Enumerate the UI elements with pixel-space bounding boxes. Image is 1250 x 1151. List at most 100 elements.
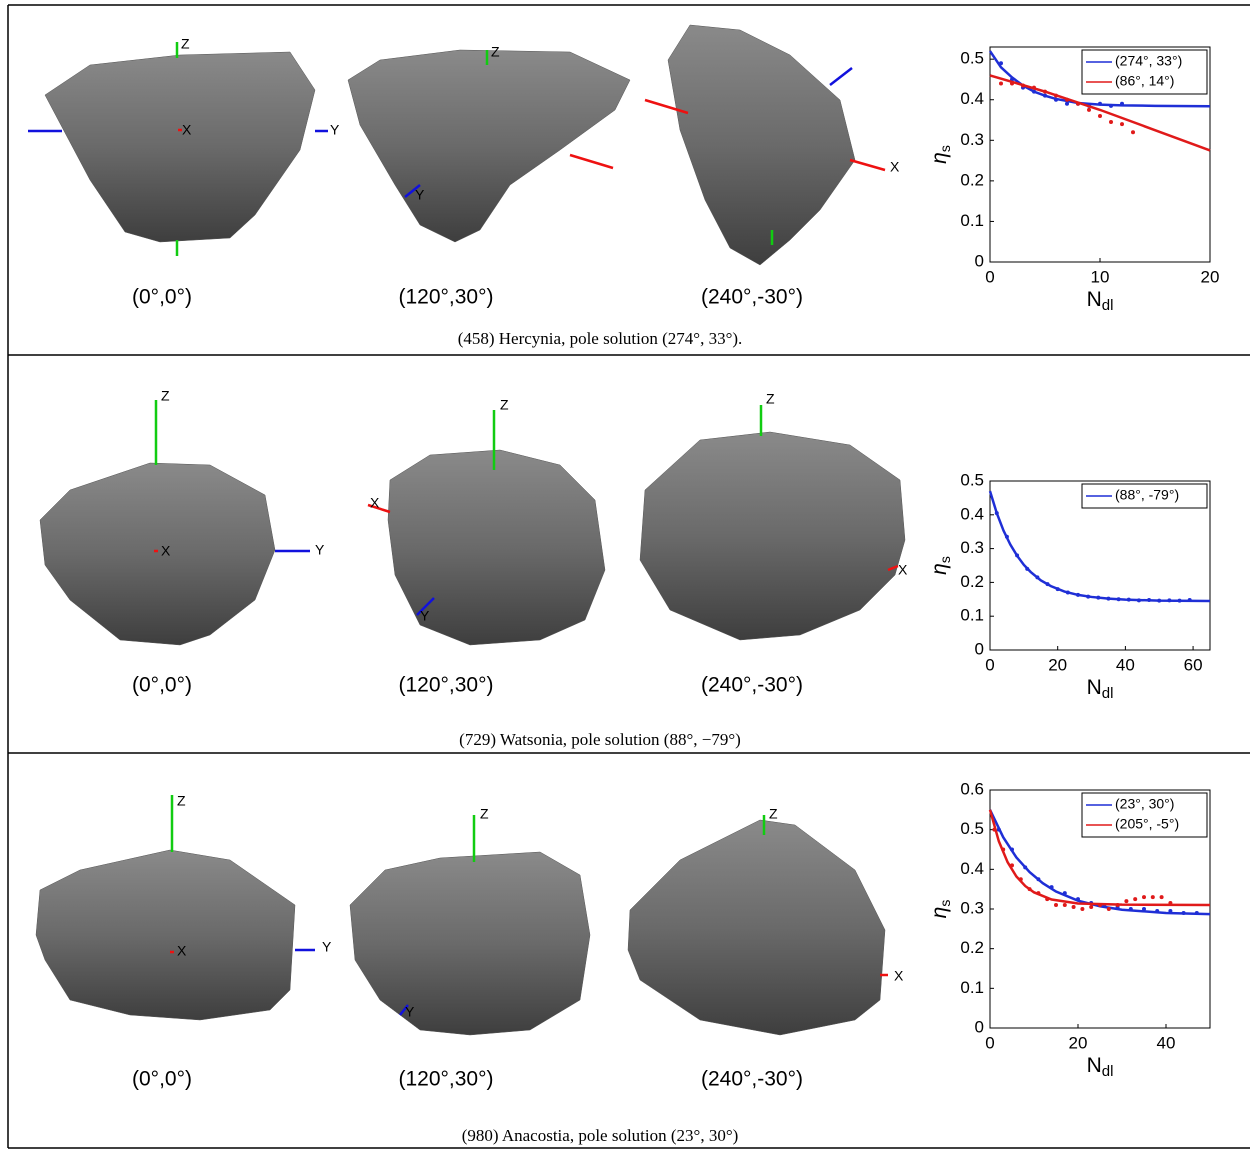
axis-letter: Z bbox=[766, 391, 775, 407]
axis-letter: Z bbox=[769, 806, 778, 822]
y-axis-label-main: η bbox=[928, 152, 951, 164]
y-tick-label: 0.2 bbox=[960, 572, 984, 591]
axis-letter: X bbox=[161, 543, 171, 559]
legend-box bbox=[1081, 792, 1208, 838]
x-axis-label-sub: dl bbox=[1102, 1063, 1114, 1080]
view-label: (120°,30°) bbox=[398, 1068, 493, 1091]
y-tick-label: 0.2 bbox=[960, 938, 984, 957]
body-axis bbox=[849, 158, 886, 172]
data-point bbox=[1065, 101, 1069, 106]
view-label: (120°,30°) bbox=[398, 674, 493, 697]
axis-letter: X bbox=[370, 495, 380, 511]
x-axis-label-sub: dl bbox=[1102, 685, 1114, 702]
plot-clip bbox=[988, 490, 1211, 603]
body-axis bbox=[399, 1004, 409, 1016]
axis-letter: Z bbox=[181, 36, 190, 52]
frame bbox=[7, 4, 1250, 1149]
y-tick-label: 0 bbox=[975, 1017, 984, 1036]
axis-letter: Z bbox=[177, 793, 186, 809]
axis-letter: Z bbox=[161, 388, 170, 404]
axis-letter: Y bbox=[322, 939, 332, 955]
body-axis bbox=[644, 98, 689, 115]
x-tick-label: 0 bbox=[985, 267, 994, 286]
y-tick-label: 0.1 bbox=[960, 978, 984, 997]
axis-letter: Z bbox=[491, 44, 500, 60]
y-tick-label: 0.5 bbox=[960, 49, 984, 68]
x-axis-label-sub: dl bbox=[1102, 297, 1114, 314]
asteroid-shape bbox=[387, 449, 606, 646]
body-axis bbox=[887, 564, 899, 572]
body-axis bbox=[569, 153, 614, 170]
x-tick-label: 20 bbox=[1069, 1033, 1088, 1052]
data-point bbox=[1089, 905, 1094, 910]
y-tick-label: 0.4 bbox=[960, 89, 984, 108]
axis-letter: Y bbox=[405, 1004, 415, 1020]
y-tick-label: 0.1 bbox=[960, 606, 984, 625]
data-point bbox=[1159, 895, 1164, 900]
x-tick-label: 40 bbox=[1157, 1033, 1176, 1052]
data-point bbox=[1062, 903, 1067, 908]
axis-letter: Z bbox=[480, 806, 489, 822]
x-axis-label-main: N bbox=[1087, 288, 1102, 311]
x-axis-label: Ndl bbox=[1087, 676, 1114, 702]
data-point bbox=[1106, 907, 1111, 911]
body-axis bbox=[829, 67, 853, 86]
caption: (458) Hercynia, pole solution (274°, 33°… bbox=[458, 329, 743, 348]
y-axis-label-main: η bbox=[928, 907, 951, 919]
legend-box bbox=[1081, 483, 1208, 509]
data-point bbox=[1150, 895, 1155, 900]
axis-letter: X bbox=[898, 562, 908, 578]
caption: (980) Anacostia, pole solution (23°, 30°… bbox=[462, 1126, 739, 1145]
view-label: (120°,30°) bbox=[398, 286, 493, 309]
legend-label: (274°, 33°) bbox=[1115, 53, 1182, 69]
axis-letter: Y bbox=[330, 122, 340, 138]
axis-letter: Y bbox=[415, 187, 425, 203]
y-tick-label: 0 bbox=[975, 639, 984, 658]
asteroid-shape bbox=[667, 24, 856, 266]
legend-box bbox=[1081, 49, 1208, 95]
view-label: (0°,0°) bbox=[132, 1068, 192, 1091]
data-point bbox=[1109, 120, 1113, 125]
asteroid-shape bbox=[44, 51, 316, 243]
x-tick-label: 20 bbox=[1201, 267, 1220, 286]
data-point bbox=[1124, 899, 1129, 904]
y-tick-label: 0.4 bbox=[960, 859, 984, 878]
y-tick-label: 0 bbox=[975, 251, 984, 270]
axis-letter: X bbox=[177, 943, 187, 959]
asteroid-shape bbox=[349, 851, 591, 1036]
y-axis-label: ηs bbox=[928, 556, 953, 575]
y-tick-label: 0.5 bbox=[960, 819, 984, 838]
data-point bbox=[999, 81, 1003, 86]
y-axis-label-main: η bbox=[928, 563, 951, 575]
data-point bbox=[1120, 122, 1124, 127]
y-axis-label-sub: s bbox=[937, 145, 953, 152]
y-axis-label: ηs bbox=[928, 900, 953, 919]
body-axis bbox=[367, 503, 391, 514]
data-point bbox=[1071, 905, 1076, 910]
view-label: (240°,-30°) bbox=[701, 286, 803, 309]
x-tick-label: 10 bbox=[1091, 267, 1110, 286]
x-axis-label-main: N bbox=[1087, 1054, 1102, 1077]
x-tick-label: 0 bbox=[985, 655, 994, 674]
data-point bbox=[1133, 897, 1138, 902]
y-tick-label: 0.3 bbox=[960, 130, 984, 149]
fit-line bbox=[988, 809, 1211, 907]
data-point bbox=[1098, 113, 1102, 118]
caption: (729) Watsonia, pole solution (88°, −79°… bbox=[459, 730, 741, 749]
asteroid-shape bbox=[627, 819, 886, 1036]
view-label: (240°,-30°) bbox=[701, 674, 803, 697]
data-point bbox=[1087, 107, 1091, 112]
fit-line bbox=[988, 50, 1211, 108]
legend-label: (23°, 30°) bbox=[1115, 796, 1174, 812]
data-point bbox=[1054, 903, 1058, 908]
y-tick-label: 0.3 bbox=[960, 898, 984, 917]
view-label: (0°,0°) bbox=[132, 286, 192, 309]
asteroid-shape bbox=[39, 462, 276, 646]
axis-letter: Y bbox=[420, 608, 430, 624]
view-label: (240°,-30°) bbox=[701, 1068, 803, 1091]
fit-line bbox=[988, 490, 1211, 603]
axis-letter: Z bbox=[500, 397, 509, 413]
body-axis bbox=[416, 597, 435, 616]
asteroid-shape bbox=[639, 431, 906, 641]
